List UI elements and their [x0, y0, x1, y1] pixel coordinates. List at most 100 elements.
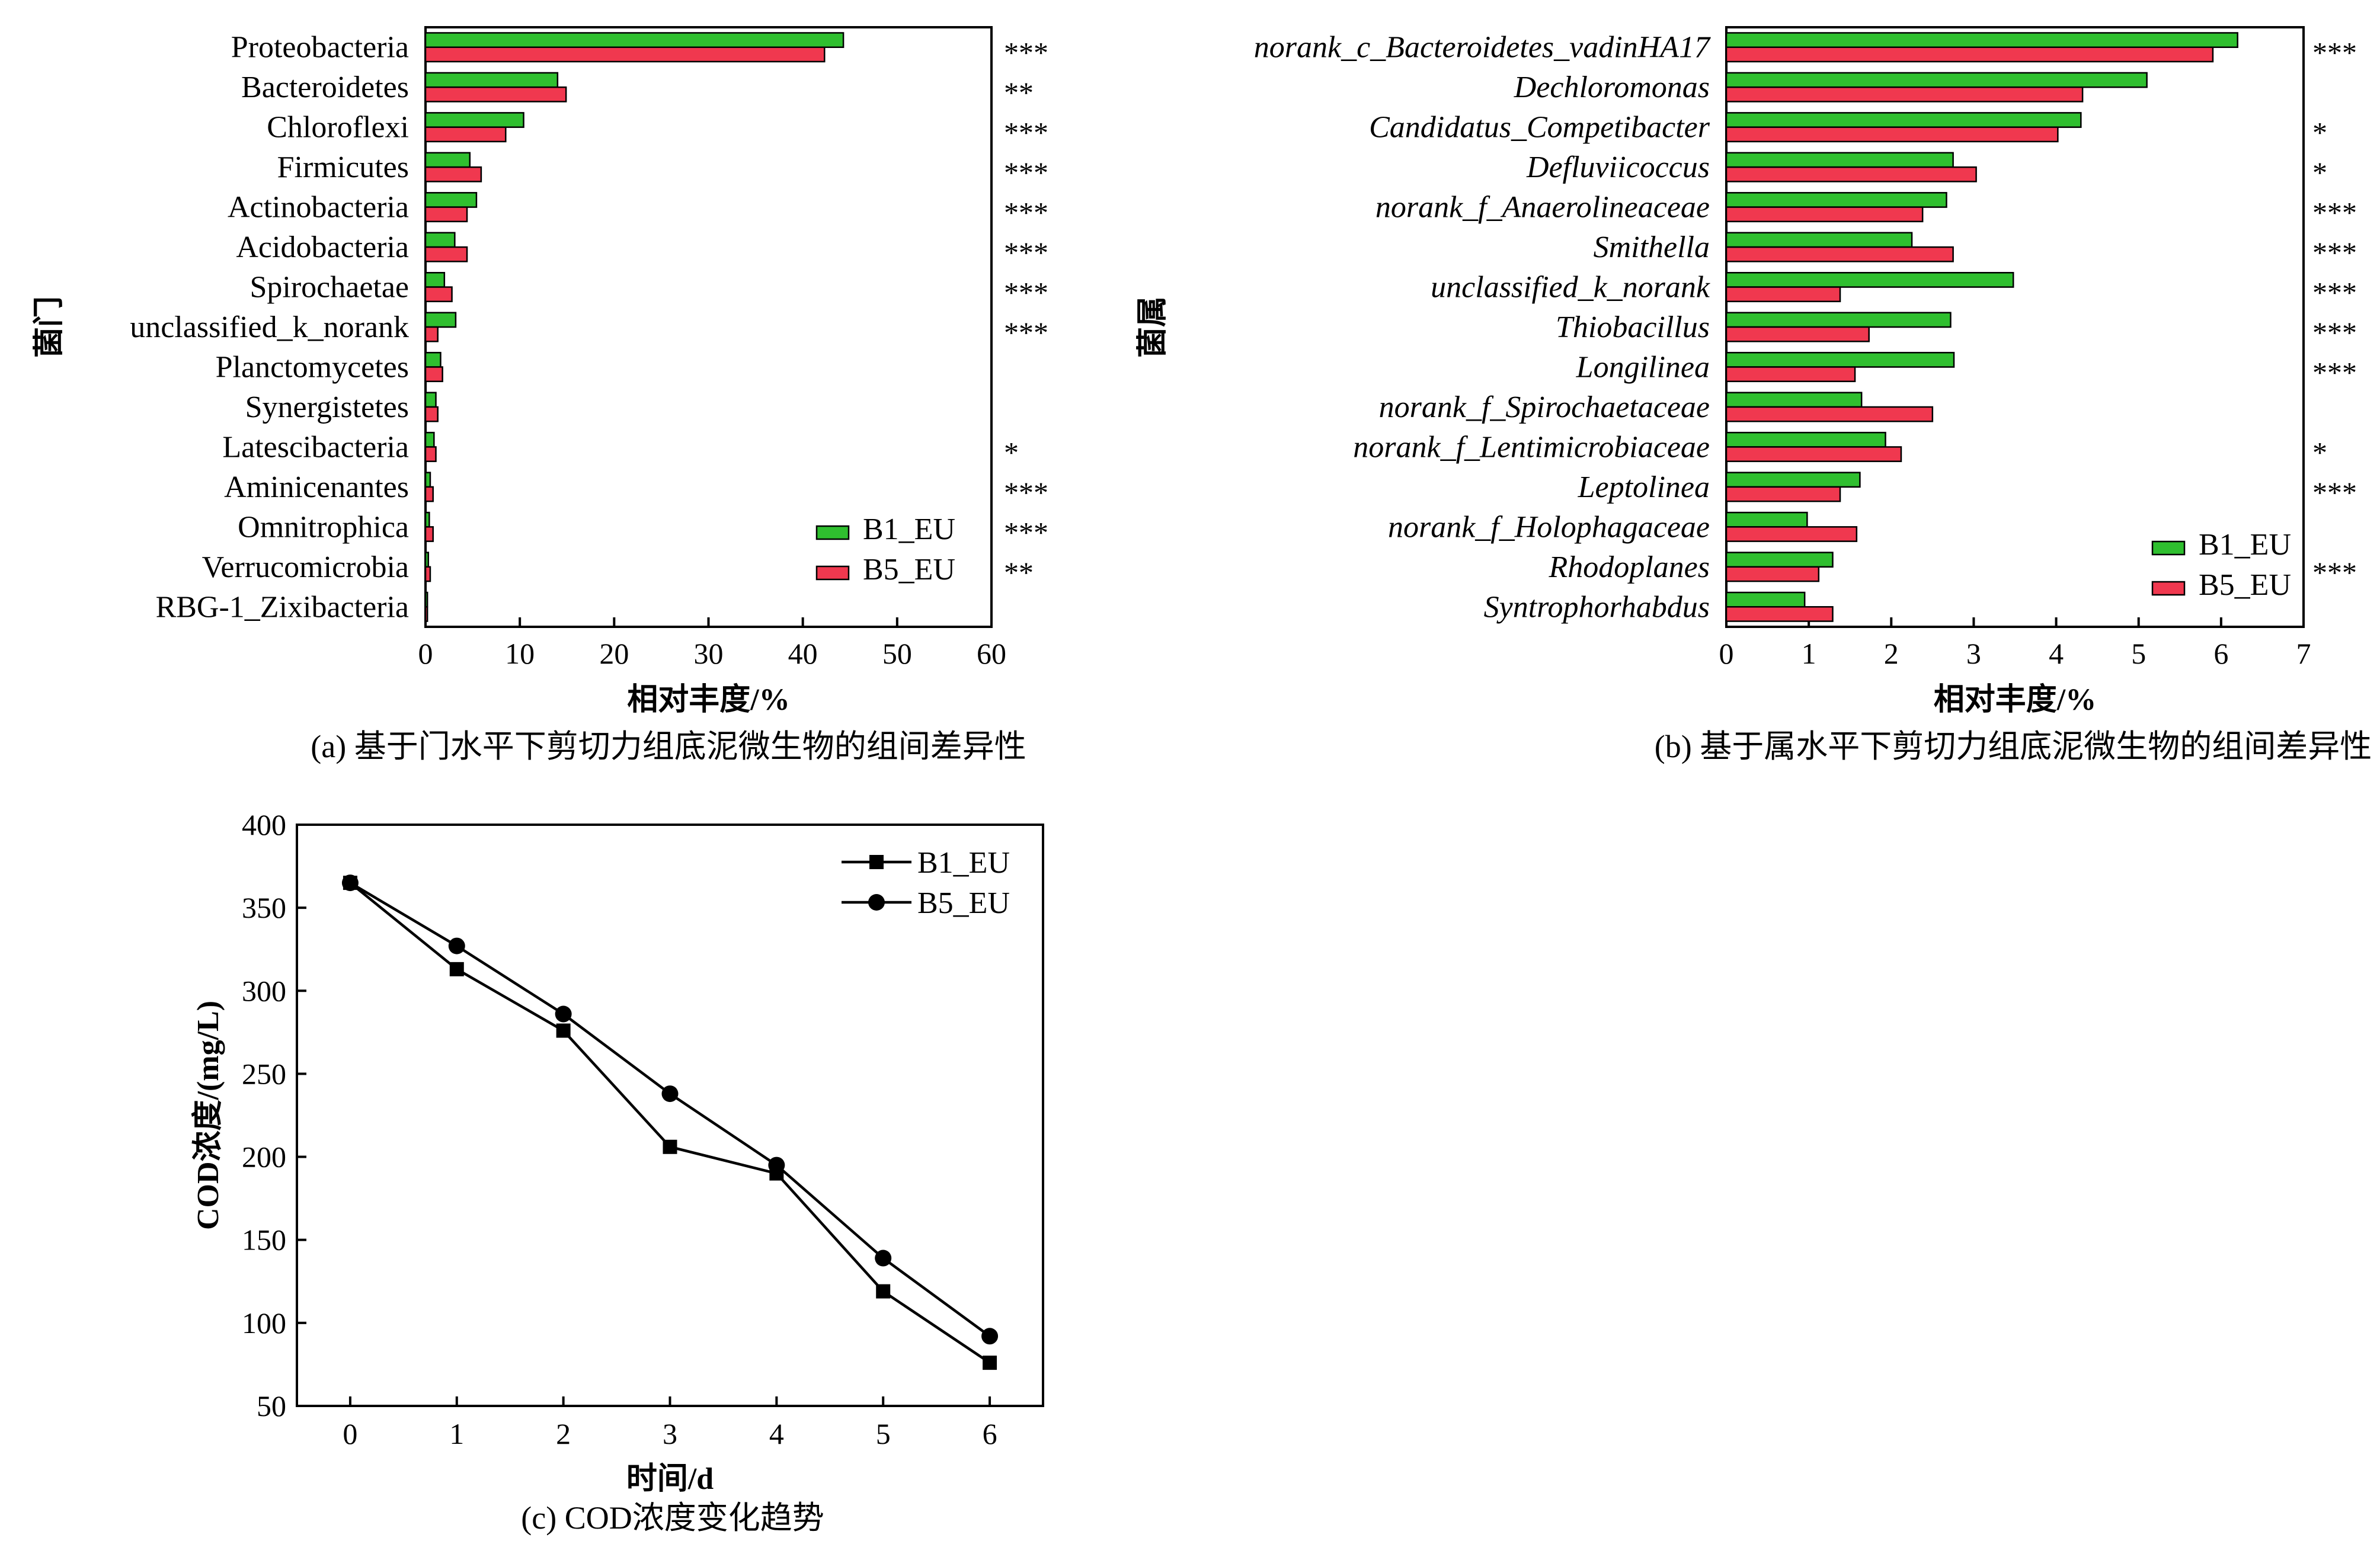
panel-c-y-tick-label: 200 — [242, 1140, 286, 1174]
panel-a-bar-b5-eu — [424, 246, 468, 262]
panel-a-category-label: RBG-1_Zixibacteria — [156, 590, 409, 624]
panel-a-category-label: unclassified_k_norank — [130, 310, 409, 344]
panel-c-point-b5-eu — [661, 1085, 679, 1103]
panel-b-x-axis-label: 相对丰度/% — [1934, 683, 2096, 717]
panel-c-point-b5-eu — [981, 1328, 999, 1345]
panel-b-significance-mark: *** — [2312, 556, 2357, 589]
panel-b-significance-mark: *** — [2312, 196, 2357, 229]
panel-b-x-tick-label: 0 — [1719, 637, 1734, 670]
panel-a-phylum-bar-chart: (a) 基于门水平下剪切力组底泥微生物的组间差异性 相对丰度/% 菌门 0 10 2… — [32, 26, 1048, 764]
panel-b-bar-b1-eu — [1725, 472, 1861, 488]
panel-b-bar-b5-eu — [1725, 286, 1841, 303]
panel-c-y-tick-label: 300 — [242, 974, 286, 1007]
panel-a-significance-mark: *** — [1004, 156, 1048, 189]
panel-a-bar-b1-eu — [424, 271, 446, 288]
panel-a-category-label: Firmicutes — [277, 150, 409, 184]
panel-a-bar-b1-eu — [424, 552, 430, 568]
panel-c-x-tick-label: 5 — [876, 1417, 891, 1450]
panel-c-line-b1-eu — [349, 882, 991, 1364]
panel-b-bar-b1-eu — [1725, 271, 2014, 288]
panel-b-significance-mark: *** — [2312, 355, 2357, 389]
panel-a-significance-mark: *** — [1004, 316, 1048, 349]
panel-a-legend-swatch — [815, 565, 850, 581]
panel-a-bar-b5-eu — [424, 526, 434, 542]
panel-a-bar-b5-eu — [424, 286, 453, 303]
panel-b-category-label: Longilinea — [1576, 350, 1710, 384]
panel-c-x-tick-label: 1 — [449, 1417, 464, 1450]
panel-b-category-label: Smithella — [1594, 230, 1710, 264]
panel-b-significance-mark: * — [2312, 116, 2327, 149]
panel-b-category-label: Defluviicoccus — [1526, 150, 1710, 184]
panel-b-bar-b5-eu — [1725, 486, 1841, 502]
panel-a-category-label: Chloroflexi — [267, 111, 409, 145]
panel-a-x-tick-label: 40 — [788, 637, 818, 670]
panel-a-x-tick-label: 30 — [694, 637, 724, 670]
panel-a-x-tick-label: 60 — [977, 637, 1006, 670]
panel-c-cod-line-chart: (c) COD浓度变化趋势 时间/d COD浓度/(mg/L) 0 1 2 3 4 5 6 5… — [191, 808, 1044, 1536]
panel-b-category-label: norank_c_Bacteroidetes_vadinHA17 — [1254, 31, 1711, 65]
panel-a-bar-b5-eu — [424, 166, 482, 182]
panel-b-category-label: norank_f_Lentimicrobiaceae — [1353, 430, 1710, 464]
panel-b-significance-mark: *** — [2312, 36, 2357, 69]
panel-a-x-tick-label: 50 — [882, 637, 912, 670]
panel-a-significance-mark: *** — [1004, 196, 1048, 229]
panel-b-bar-b5-eu — [1725, 406, 1934, 422]
panel-b-bar-b5-eu — [1725, 86, 2084, 102]
panel-b-significance-mark: *** — [2312, 476, 2357, 509]
panel-a-bar-b1-eu — [424, 431, 435, 448]
panel-c-legend-label: B1_EU — [917, 846, 1010, 880]
panel-b-bar-b1-eu — [1725, 232, 1913, 248]
panel-a-bar-b5-eu — [424, 606, 428, 622]
panel-c-legend-marker — [868, 894, 885, 911]
panel-c-legend-label: B5_EU — [917, 886, 1010, 920]
panel-b-significance-mark: *** — [2312, 236, 2357, 269]
panel-a-bar-b1-eu — [424, 392, 437, 408]
panel-c-y-tick-label: 350 — [242, 891, 286, 924]
panel-a-bar-b5-eu — [424, 446, 437, 462]
panel-a-significance-mark: *** — [1004, 515, 1048, 549]
panel-a-bar-b1-eu — [424, 351, 442, 368]
panel-b-category-label: norank_f_Anaerolineaceae — [1375, 191, 1710, 225]
panel-b-bar-b5-eu — [1725, 206, 1924, 223]
panel-a-bar-b1-eu — [424, 591, 428, 608]
panel-a-category-label: Omnitrophica — [238, 510, 409, 544]
panel-b-category-label: Rhodoplanes — [1548, 550, 1710, 584]
panel-b-category-label: Thiobacillus — [1556, 310, 1710, 344]
panel-a-significance-mark: *** — [1004, 36, 1048, 69]
panel-b-bar-b5-eu — [1725, 566, 1820, 582]
panel-b-bar-b1-eu — [1725, 192, 1947, 208]
panel-c-y-axis-label: COD浓度/(mg/L) — [191, 1001, 225, 1230]
panel-a-significance-mark: ** — [1004, 556, 1034, 589]
panel-a-category-label: Bacteroidetes — [241, 71, 409, 104]
panel-c-point-b1-eu — [663, 1139, 677, 1154]
panel-a-significance-mark: *** — [1004, 476, 1048, 509]
panel-b-significance-mark: *** — [2312, 276, 2357, 309]
panel-a-bar-b5-eu — [424, 206, 468, 223]
panel-a-x-axis-label: 相对丰度/% — [627, 683, 789, 717]
panel-a-bar-b1-eu — [424, 232, 456, 248]
panel-a-y-axis-label: 菌门 — [32, 296, 66, 358]
panel-c-point-b5-eu — [555, 1005, 572, 1023]
panel-a-category-label: Acidobacteria — [236, 230, 409, 264]
panel-c-caption: (c) COD浓度变化趋势 — [521, 1500, 824, 1536]
panel-a-bar-b5-eu — [424, 566, 431, 582]
panel-a-bar-b5-eu — [424, 406, 439, 422]
panel-a-bar-b1-eu — [424, 192, 478, 208]
panel-b-legend-label: B5_EU — [2199, 568, 2291, 602]
panel-b-category-label: norank_f_Spirochaetaceae — [1379, 390, 1710, 424]
panel-b-bar-b1-eu — [1725, 591, 1806, 608]
panel-b-legend-swatch — [2151, 581, 2186, 596]
panel-c-x-tick-label: 0 — [343, 1417, 357, 1450]
panel-b-bar-b1-eu — [1725, 552, 1834, 568]
panel-a-bar-b1-eu — [424, 32, 844, 48]
panel-a-significance-mark: *** — [1004, 276, 1048, 309]
panel-a-bar-b1-eu — [424, 112, 524, 128]
panel-a-bar-b5-eu — [424, 46, 826, 63]
panel-b-significance-mark: *** — [2312, 316, 2357, 349]
panel-a-x-tick-label: 10 — [505, 637, 535, 670]
panel-b-category-label: Dechloromonas — [1514, 71, 1710, 104]
panel-a-bar-b1-eu — [424, 312, 457, 328]
panel-b-genus-bar-chart: (b) 基于属水平下剪切力组底泥微生物的组间差异性 相对丰度/% 菌属 0 1 2 3… — [1135, 26, 2372, 764]
panel-b-category-label: Candidatus_Competibacter — [1369, 111, 1710, 145]
